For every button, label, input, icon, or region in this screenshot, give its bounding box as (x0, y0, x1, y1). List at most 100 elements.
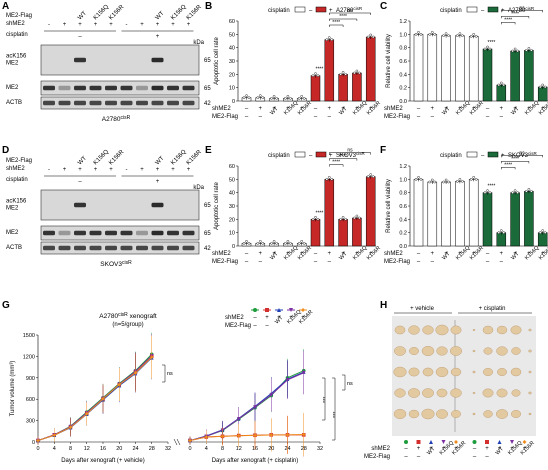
blot-membrane (40, 44, 200, 76)
data-point (541, 229, 545, 232)
h-legend-marker (497, 440, 502, 444)
h-tumor (450, 367, 462, 377)
legend-marker (289, 308, 293, 312)
sig-bracket (501, 161, 530, 164)
h-tumor (472, 328, 476, 332)
shme2-sign: + (300, 106, 304, 112)
blot-band (43, 85, 55, 91)
g-data-point (253, 405, 257, 409)
blot-band (89, 245, 102, 251)
data-point (369, 33, 373, 37)
g-series-line (37, 356, 153, 442)
blot-cell-line: SKOV3cisR (100, 260, 132, 268)
data-point (486, 45, 489, 49)
data-point (469, 178, 473, 181)
h-tumor (511, 389, 521, 397)
blot-band (105, 230, 117, 236)
sig-label: **** (504, 17, 512, 23)
data-point (247, 242, 251, 245)
data-point (311, 74, 315, 77)
h-tumor (422, 367, 434, 377)
data-point (538, 231, 542, 234)
data-point (272, 95, 276, 98)
data-point (247, 96, 251, 99)
data-point (270, 97, 273, 100)
g-x-tick-label: 28 (149, 446, 155, 452)
row-label-flag: ME2-Flag (212, 259, 238, 265)
data-point (447, 180, 450, 184)
data-point (461, 34, 464, 37)
y-tick-label: 20 (229, 217, 235, 223)
y-tick-label: 0.4 (399, 217, 407, 223)
shme2-sign: – (417, 106, 421, 112)
data-point (314, 72, 317, 75)
h-legend-marker (522, 440, 527, 444)
data-point (311, 218, 315, 221)
g-data-point (204, 435, 209, 439)
row-label-shme2: shME2 (212, 106, 231, 112)
shme2-sign: – (486, 251, 490, 257)
legend-marker (253, 308, 257, 312)
y-tick-label: 60 (229, 164, 235, 170)
g-sig-label: ns (347, 381, 353, 387)
h-tumor (528, 391, 532, 395)
g-x-tick-label: 4 (53, 446, 56, 452)
h-flag-sign: – (473, 454, 477, 460)
blot-band (151, 85, 164, 91)
h-tumor (496, 388, 508, 398)
data-point (341, 71, 345, 74)
h-tumor (510, 325, 522, 335)
g-data-point (220, 434, 225, 439)
y-axis-label: Relative cell viability (386, 34, 392, 88)
g-data-point (36, 438, 40, 443)
blot-lane-label: WT (77, 155, 88, 166)
h-legend-marker (485, 440, 489, 444)
blot-row-label: ACTB (6, 245, 22, 251)
blot-row-label: acK156 (6, 199, 27, 205)
bar (510, 192, 520, 247)
h-tumor (483, 347, 493, 355)
flag-sign: – (328, 259, 332, 265)
sig-bracket (329, 158, 358, 161)
data-point (530, 49, 533, 52)
cisplatin-plus: + (156, 179, 160, 185)
data-point (497, 231, 501, 234)
g-sig-label: *** (323, 396, 329, 403)
shme2-sign: + (472, 106, 476, 112)
blot-lane-label: K156Q (170, 149, 188, 167)
h-tumor (483, 410, 493, 418)
row-label-shme2: shME2 (212, 251, 231, 257)
g-data-point (84, 412, 89, 416)
bar (365, 36, 376, 102)
shme2-sign: + (431, 251, 435, 257)
blot-band (182, 230, 195, 236)
blot-membrane (40, 241, 200, 255)
data-point (483, 47, 487, 51)
blot-lane-label: K156Q (170, 4, 188, 22)
h-flag-sign: – (404, 454, 408, 460)
legend-plus: + (501, 8, 505, 14)
data-point (472, 33, 476, 36)
data-point (469, 35, 473, 38)
panel-label-c: C (380, 1, 388, 12)
data-point (543, 231, 547, 234)
shme2-sign: + (541, 106, 545, 112)
legend-marker (265, 308, 269, 312)
h-tumor (394, 325, 406, 335)
flag-label: K156R (538, 100, 548, 116)
blot-band (89, 100, 102, 106)
legend-cisplatin: cisplatin (440, 153, 462, 159)
panel-label-b: B (205, 1, 213, 12)
h-shme2-sign: + (429, 446, 433, 452)
blot-row-label: ME2 (6, 206, 19, 212)
bar (441, 35, 451, 102)
blot-band (167, 245, 179, 251)
g-data-point (301, 432, 306, 437)
h-flag-sign: – (417, 454, 421, 460)
g-x-tick-label: 12 (236, 446, 242, 452)
g-subtitle: (n=5/group) (112, 322, 143, 328)
h-legend-marker (454, 440, 458, 444)
data-point (417, 176, 420, 179)
y-tick-label: 0.2 (399, 231, 407, 237)
h-tumor (422, 325, 434, 335)
